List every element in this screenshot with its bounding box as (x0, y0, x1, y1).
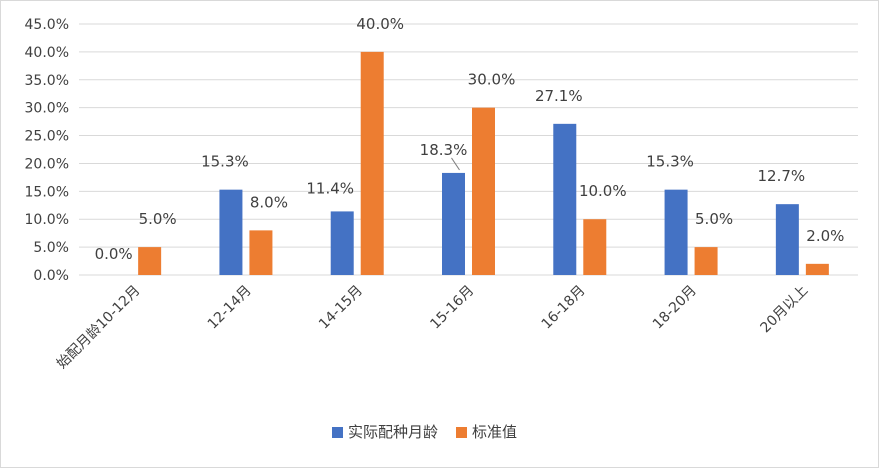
data-label: 12.7% (758, 167, 806, 185)
data-label: 2.0% (806, 227, 844, 245)
y-tick-label: 10.0% (25, 212, 69, 228)
y-tick-label: 25.0% (25, 129, 69, 145)
y-tick-label: 30.0% (25, 101, 69, 117)
bar-series-2 (138, 247, 162, 275)
data-label: 18.3% (420, 141, 468, 159)
data-label: 5.0% (139, 210, 177, 228)
data-label: 0.0% (95, 245, 133, 263)
data-label: 8.0% (250, 193, 288, 211)
bar-series-2 (360, 51, 384, 276)
bar-series-1 (553, 123, 577, 275)
bar-series-2 (694, 247, 718, 275)
data-label: 40.0% (356, 15, 404, 33)
legend-swatch-1 (332, 427, 343, 438)
x-tick-label: 20月以上 (758, 283, 812, 337)
bar-series-2 (472, 107, 495, 276)
x-tick-label: 15-16月 (427, 283, 477, 333)
x-tick-label: 始配月龄10-12月 (54, 283, 144, 373)
y-tick-label: 45.0% (25, 17, 69, 33)
y-tick-label: 40.0% (25, 45, 69, 61)
bar-series-1 (442, 172, 465, 275)
y-tick-label: 20.0% (25, 156, 69, 172)
bar-series-2 (249, 230, 273, 275)
x-tick-label: 16-18月 (539, 283, 589, 333)
y-tick-label: 15.0% (25, 184, 69, 200)
data-label: 5.0% (695, 210, 733, 228)
y-tick-label: 0.0% (33, 268, 69, 284)
x-tick-label: 12-14月 (205, 283, 255, 333)
y-tick-label: 35.0% (25, 73, 69, 89)
data-label: 11.4% (306, 179, 354, 197)
bar-series-1 (330, 211, 354, 275)
data-label: 30.0% (468, 71, 516, 89)
x-tick-label: 14-15月 (316, 283, 366, 333)
data-label: 10.0% (579, 182, 627, 200)
legend-label: 标准值 (472, 423, 517, 441)
label-leader-line (451, 157, 460, 171)
bar-series-1 (775, 204, 799, 275)
data-label: 27.1% (535, 87, 583, 105)
bar-series-2 (805, 263, 829, 275)
data-label: 15.3% (646, 153, 694, 171)
bar-series-2 (583, 219, 607, 275)
bar-series-1 (664, 189, 688, 275)
legend-swatch-2 (456, 427, 467, 438)
x-tick-label: 18-20月 (650, 283, 700, 333)
y-tick-label: 5.0% (33, 240, 69, 256)
bar-series-1 (219, 189, 243, 275)
legend-label: 实际配种月龄 (348, 423, 438, 441)
data-label: 15.3% (201, 153, 249, 171)
